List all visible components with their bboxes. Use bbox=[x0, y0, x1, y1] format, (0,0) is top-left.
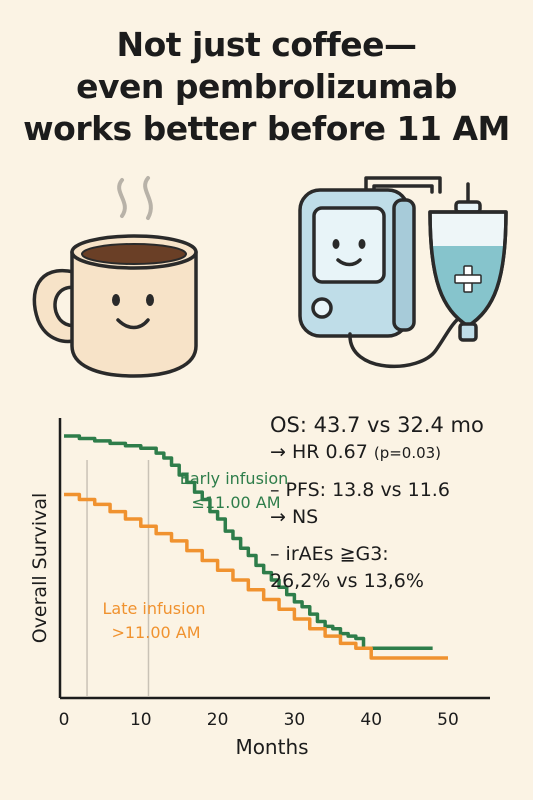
y-axis-title: Overall Survival bbox=[29, 493, 51, 644]
early-series-label: Early infusion bbox=[180, 469, 289, 488]
hr-value: → HR 0.67 bbox=[270, 441, 368, 463]
headline-line-3: works better before 11 AM bbox=[23, 109, 510, 148]
pfs-ns: → NS bbox=[270, 506, 319, 528]
coffee-mug-icon bbox=[32, 176, 198, 378]
x-tick-label: 20 bbox=[207, 710, 229, 730]
x-tick-label: 10 bbox=[130, 710, 152, 730]
x-tick-label: 40 bbox=[360, 710, 382, 730]
series-line-early bbox=[64, 434, 433, 651]
irae-stat-label: – irAEs ≧G3: bbox=[270, 543, 389, 565]
x-tick-label: 30 bbox=[284, 710, 306, 730]
irae-stat-values: 26,2% vs 13,6% bbox=[270, 570, 424, 592]
survival-chart: 0 10 20 30 40 50 Months Overall Survival Earl… bbox=[29, 418, 490, 759]
x-tick-label: 0 bbox=[59, 710, 70, 730]
os-stat: OS: 43.7 vs 32.4 mo bbox=[270, 413, 484, 437]
x-axis-title: Months bbox=[235, 735, 308, 759]
illustration-panel bbox=[32, 176, 508, 378]
pfs-stat: – PFS: 13.8 vs 11.6 bbox=[270, 479, 450, 501]
x-tick-label: 50 bbox=[437, 710, 459, 730]
headline: Not just coffee— even pembrolizumab work… bbox=[0, 24, 533, 150]
headline-line-2: even pembrolizumab bbox=[76, 67, 457, 106]
late-series-sublabel: >11.00 AM bbox=[111, 623, 200, 642]
early-series-sublabel: ≤11.00 AM bbox=[191, 493, 280, 512]
series-line-late bbox=[64, 492, 448, 660]
late-series-label: Late infusion bbox=[103, 599, 206, 618]
stats-panel: OS: 43.7 vs 32.4 mo → HR 0.67 (p=0.03) –… bbox=[270, 412, 530, 595]
hr-stat: → HR 0.67 (p=0.03) bbox=[270, 439, 530, 467]
hr-p-value: (p=0.03) bbox=[373, 444, 442, 462]
headline-line-1: Not just coffee— bbox=[116, 25, 417, 64]
infusion-pump-icon bbox=[298, 176, 508, 369]
